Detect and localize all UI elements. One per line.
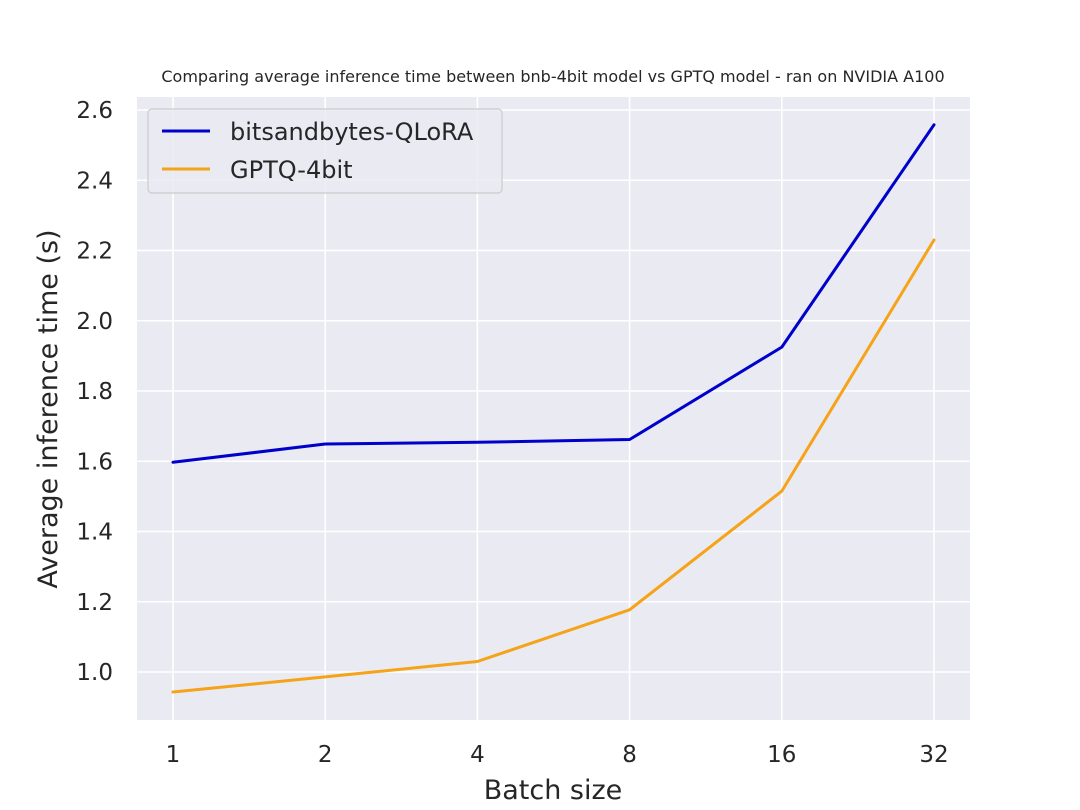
x-axis-label: Batch size — [484, 775, 623, 806]
y-tick-label: 1.6 — [76, 449, 113, 475]
y-tick-label: 2.0 — [76, 309, 113, 335]
legend-label-bitsandbytes-qlora: bitsandbytes-QLoRA — [230, 118, 474, 146]
legend-box — [147, 108, 503, 194]
legend: bitsandbytes-QLoRA GPTQ-4bit — [147, 108, 503, 194]
series-line-bitsandbytes-qlora — [171, 123, 936, 464]
y-tick-label: 2.6 — [76, 98, 113, 124]
x-tick-label: 32 — [919, 742, 948, 768]
y-tick-label: 2.4 — [76, 168, 113, 194]
legend-label-gptq-4bit: GPTQ-4bit — [230, 156, 353, 184]
chart-title: Comparing average inference time between… — [161, 67, 944, 86]
series-line-gptq-4bit — [171, 238, 936, 694]
y-tick-label: 1.4 — [76, 520, 113, 546]
series-lines — [171, 123, 936, 694]
x-tick-labels: 1 2 4 8 16 32 — [166, 742, 949, 768]
x-tick-label: 1 — [166, 742, 181, 768]
y-tick-label: 2.2 — [76, 239, 113, 265]
y-tick-label: 1.8 — [76, 379, 113, 405]
x-tick-label: 2 — [318, 742, 333, 768]
y-tick-labels: 1.0 1.2 1.4 1.6 1.8 2.0 2.2 2.4 2.6 — [76, 98, 113, 686]
y-axis-label: Average inference time (s) — [33, 229, 64, 588]
x-tick-label: 16 — [767, 742, 796, 768]
x-tick-label: 4 — [470, 742, 485, 768]
y-tick-label: 1.2 — [76, 590, 113, 616]
y-tick-label: 1.0 — [76, 660, 113, 686]
x-tick-label: 8 — [622, 742, 637, 768]
